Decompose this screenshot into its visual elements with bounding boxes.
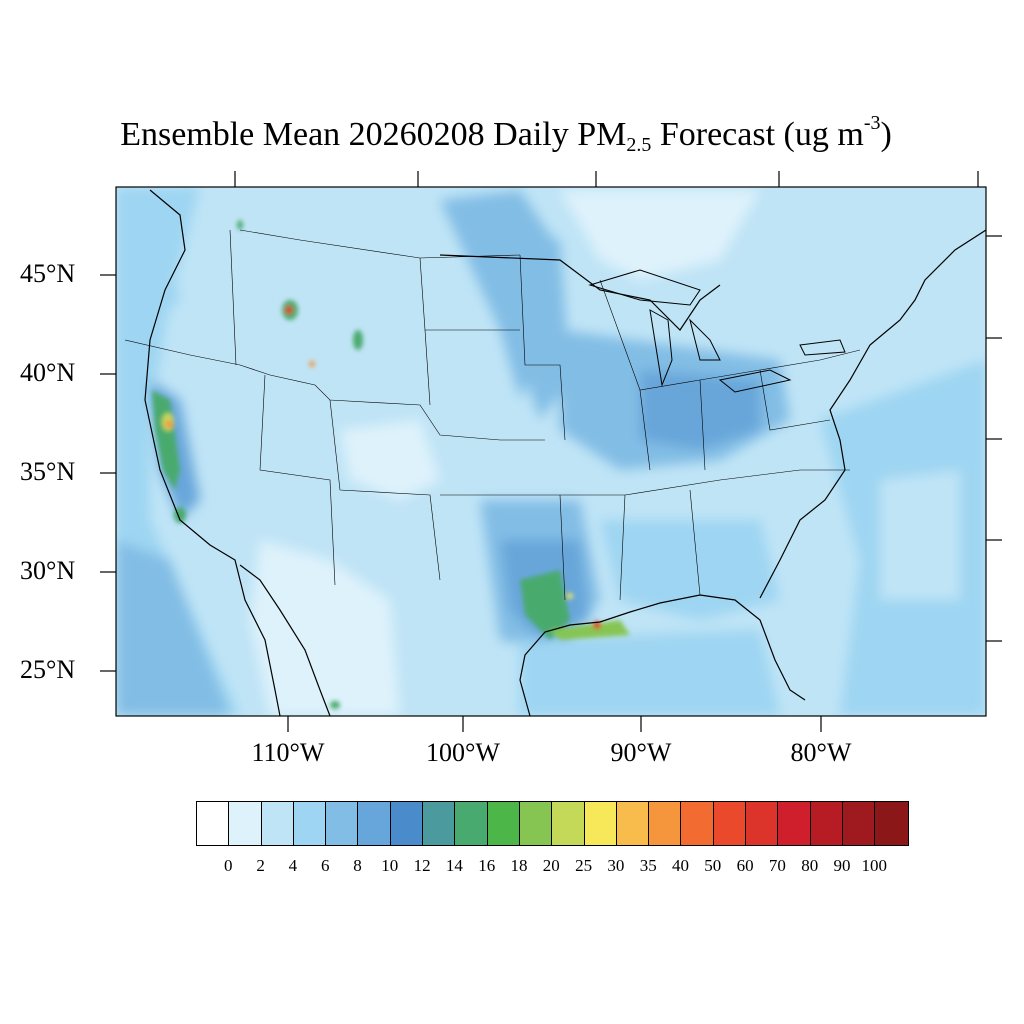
concentration-field xyxy=(116,187,986,716)
colorbar-label: 80 xyxy=(801,856,819,875)
colorbar-box xyxy=(778,802,811,845)
title-superscript: -3 xyxy=(863,112,881,134)
lat-label-25: 25°N xyxy=(20,655,76,684)
colorbar-label: 90 xyxy=(833,856,851,875)
title-subscript: 2.5 xyxy=(626,134,652,156)
coastlines xyxy=(144,189,986,716)
colorbar-box xyxy=(390,802,424,845)
lat-label-45: 45°N xyxy=(20,259,76,288)
colorbar-box xyxy=(293,802,327,845)
colorbar-label: 6 xyxy=(320,856,330,875)
colorbar-box xyxy=(713,802,747,845)
state-borders xyxy=(124,229,861,601)
colorbar-label: 14 xyxy=(445,856,463,875)
colorbar-box xyxy=(261,802,294,845)
tick-marks xyxy=(100,171,1002,732)
colorbar-box xyxy=(616,802,650,845)
colorbar-box xyxy=(455,802,488,845)
colorbar-box xyxy=(746,802,779,845)
colorbar-box xyxy=(519,802,553,845)
map-frame xyxy=(115,186,987,717)
title-main: Ensemble Mean 20260208 Daily PM xyxy=(120,116,627,153)
colorbar-label: 2 xyxy=(256,856,265,875)
colorbar-label: 30 xyxy=(607,856,625,875)
colorbar-label: 4 xyxy=(288,856,298,875)
lon-label-80w: 80°W xyxy=(790,738,852,767)
lon-label-110w: 110°W xyxy=(251,738,325,767)
colorbar-label: 10 xyxy=(381,856,399,875)
colorbar-label: 70 xyxy=(768,856,786,875)
colorbar-box xyxy=(875,802,908,845)
colorbar-label: 35 xyxy=(639,856,657,875)
colorbar-label: 20 xyxy=(542,856,560,875)
colorbar-box xyxy=(681,802,714,845)
title-close: ) xyxy=(880,116,892,153)
colorbar-label: 40 xyxy=(672,856,689,875)
colorbar-label: 60 xyxy=(736,856,754,875)
lat-label-30: 30°N xyxy=(20,556,76,585)
great-lakes xyxy=(588,269,846,393)
colorbar-box xyxy=(423,802,456,845)
colorbar-label: 0 xyxy=(224,856,233,875)
colorbar-box xyxy=(584,802,617,845)
colorbar-box xyxy=(552,802,585,845)
colorbar-label: 25 xyxy=(575,856,593,875)
colorbar-label: 18 xyxy=(510,856,528,875)
colorbar-box xyxy=(229,802,262,845)
lat-label-40: 40°N xyxy=(20,358,76,387)
colorbar-label: 8 xyxy=(353,856,362,875)
colorbar-box xyxy=(810,802,843,845)
title-after: Forecast (ug m xyxy=(651,116,864,153)
colorbar-label: 16 xyxy=(478,856,496,875)
colorbar-label: 12 xyxy=(413,856,431,875)
colorbar-box xyxy=(487,802,520,845)
colorbar-box xyxy=(842,802,876,845)
colorbar-box xyxy=(326,802,359,845)
colorbar-box xyxy=(197,802,230,845)
lat-label-35: 35°N xyxy=(20,457,76,486)
colorbar xyxy=(196,801,909,846)
lon-label-100w: 100°W xyxy=(426,738,500,767)
colorbar-box xyxy=(358,802,391,845)
colorbar-label: 50 xyxy=(704,856,722,875)
colorbar-box xyxy=(649,802,682,845)
page-title: Ensemble Mean 20260208 Daily PM2.5 Forec… xyxy=(0,112,1024,157)
lon-label-90w: 90°W xyxy=(610,738,672,767)
colorbar-label: 100 xyxy=(861,856,888,875)
